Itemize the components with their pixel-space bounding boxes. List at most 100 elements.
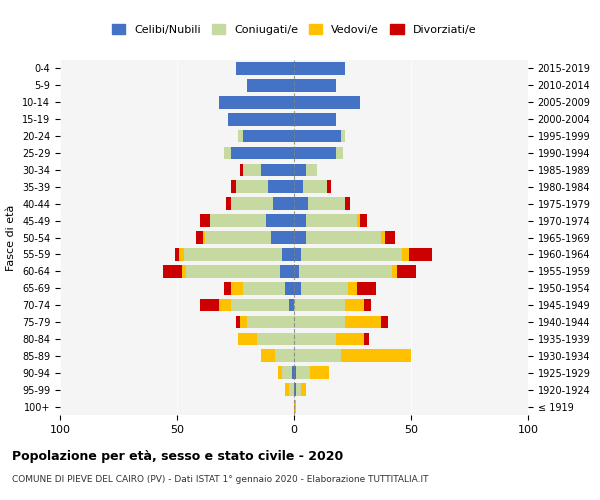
Bar bbox=[163, 265, 182, 278]
Bar bbox=[242, 164, 261, 176]
Bar bbox=[271, 231, 294, 244]
Bar bbox=[231, 299, 289, 312]
Bar bbox=[231, 180, 235, 193]
Bar bbox=[294, 400, 296, 413]
Bar bbox=[294, 62, 346, 75]
Bar bbox=[261, 164, 294, 176]
Bar bbox=[200, 214, 210, 227]
Bar bbox=[247, 79, 294, 92]
Bar bbox=[306, 164, 317, 176]
Bar bbox=[294, 299, 346, 312]
Bar bbox=[283, 366, 292, 379]
Bar bbox=[289, 384, 294, 396]
Bar bbox=[304, 180, 327, 193]
Bar bbox=[294, 332, 336, 345]
Text: COMUNE DI PIEVE DEL CAIRO (PV) - Dati ISTAT 1° gennaio 2020 - Elaborazione TUTTI: COMUNE DI PIEVE DEL CAIRO (PV) - Dati IS… bbox=[12, 475, 428, 484]
Bar bbox=[238, 332, 257, 345]
Bar bbox=[266, 214, 294, 227]
Bar bbox=[231, 198, 273, 210]
Bar bbox=[364, 332, 369, 345]
Bar bbox=[182, 265, 187, 278]
Bar bbox=[257, 332, 294, 345]
Bar bbox=[409, 248, 432, 260]
Bar bbox=[364, 299, 371, 312]
Bar bbox=[296, 384, 301, 396]
Bar bbox=[346, 299, 364, 312]
Bar bbox=[306, 231, 380, 244]
Bar bbox=[294, 384, 296, 396]
Bar bbox=[294, 164, 306, 176]
Bar bbox=[348, 282, 357, 294]
Bar bbox=[301, 282, 348, 294]
Bar bbox=[296, 366, 310, 379]
Bar bbox=[242, 282, 284, 294]
Bar bbox=[346, 316, 380, 328]
Bar bbox=[299, 265, 392, 278]
Bar bbox=[306, 214, 357, 227]
Bar bbox=[380, 316, 388, 328]
Bar bbox=[247, 316, 294, 328]
Bar bbox=[301, 384, 306, 396]
Bar bbox=[242, 130, 294, 142]
Bar bbox=[294, 350, 341, 362]
Bar bbox=[196, 231, 203, 244]
Bar bbox=[294, 130, 341, 142]
Bar bbox=[226, 198, 231, 210]
Bar bbox=[289, 299, 294, 312]
Bar bbox=[392, 265, 397, 278]
Bar bbox=[229, 113, 294, 126]
Bar bbox=[308, 198, 346, 210]
Bar bbox=[268, 180, 294, 193]
Bar bbox=[294, 96, 359, 108]
Bar bbox=[301, 248, 401, 260]
Bar bbox=[275, 350, 294, 362]
Bar bbox=[294, 198, 308, 210]
Bar bbox=[294, 113, 336, 126]
Bar bbox=[200, 299, 219, 312]
Bar bbox=[240, 316, 247, 328]
Bar bbox=[235, 316, 240, 328]
Bar bbox=[205, 231, 271, 244]
Bar bbox=[397, 265, 416, 278]
Bar bbox=[292, 366, 294, 379]
Bar bbox=[294, 231, 306, 244]
Bar bbox=[284, 282, 294, 294]
Bar bbox=[235, 180, 268, 193]
Bar bbox=[203, 231, 205, 244]
Bar bbox=[224, 146, 231, 160]
Bar bbox=[294, 180, 304, 193]
Bar bbox=[283, 248, 294, 260]
Bar bbox=[310, 366, 329, 379]
Bar bbox=[284, 384, 289, 396]
Bar bbox=[219, 96, 294, 108]
Bar bbox=[341, 350, 411, 362]
Bar bbox=[278, 366, 283, 379]
Bar bbox=[280, 265, 294, 278]
Bar bbox=[357, 282, 376, 294]
Bar bbox=[336, 332, 364, 345]
Bar bbox=[231, 282, 242, 294]
Bar bbox=[385, 231, 395, 244]
Bar bbox=[346, 198, 350, 210]
Bar bbox=[294, 316, 346, 328]
Bar bbox=[184, 248, 283, 260]
Bar bbox=[294, 265, 299, 278]
Bar bbox=[261, 350, 275, 362]
Bar bbox=[336, 146, 343, 160]
Bar bbox=[294, 214, 306, 227]
Bar bbox=[380, 231, 385, 244]
Bar bbox=[294, 248, 301, 260]
Bar bbox=[175, 248, 179, 260]
Bar bbox=[357, 214, 359, 227]
Bar bbox=[294, 282, 301, 294]
Bar bbox=[327, 180, 331, 193]
Bar bbox=[219, 299, 231, 312]
Bar bbox=[341, 130, 346, 142]
Bar bbox=[294, 79, 336, 92]
Legend: Celibi/Nubili, Coniugati/e, Vedovi/e, Divorziati/e: Celibi/Nubili, Coniugati/e, Vedovi/e, Di… bbox=[107, 20, 481, 39]
Bar bbox=[294, 366, 296, 379]
Bar bbox=[187, 265, 280, 278]
Bar bbox=[401, 248, 409, 260]
Bar bbox=[238, 130, 242, 142]
Bar bbox=[235, 62, 294, 75]
